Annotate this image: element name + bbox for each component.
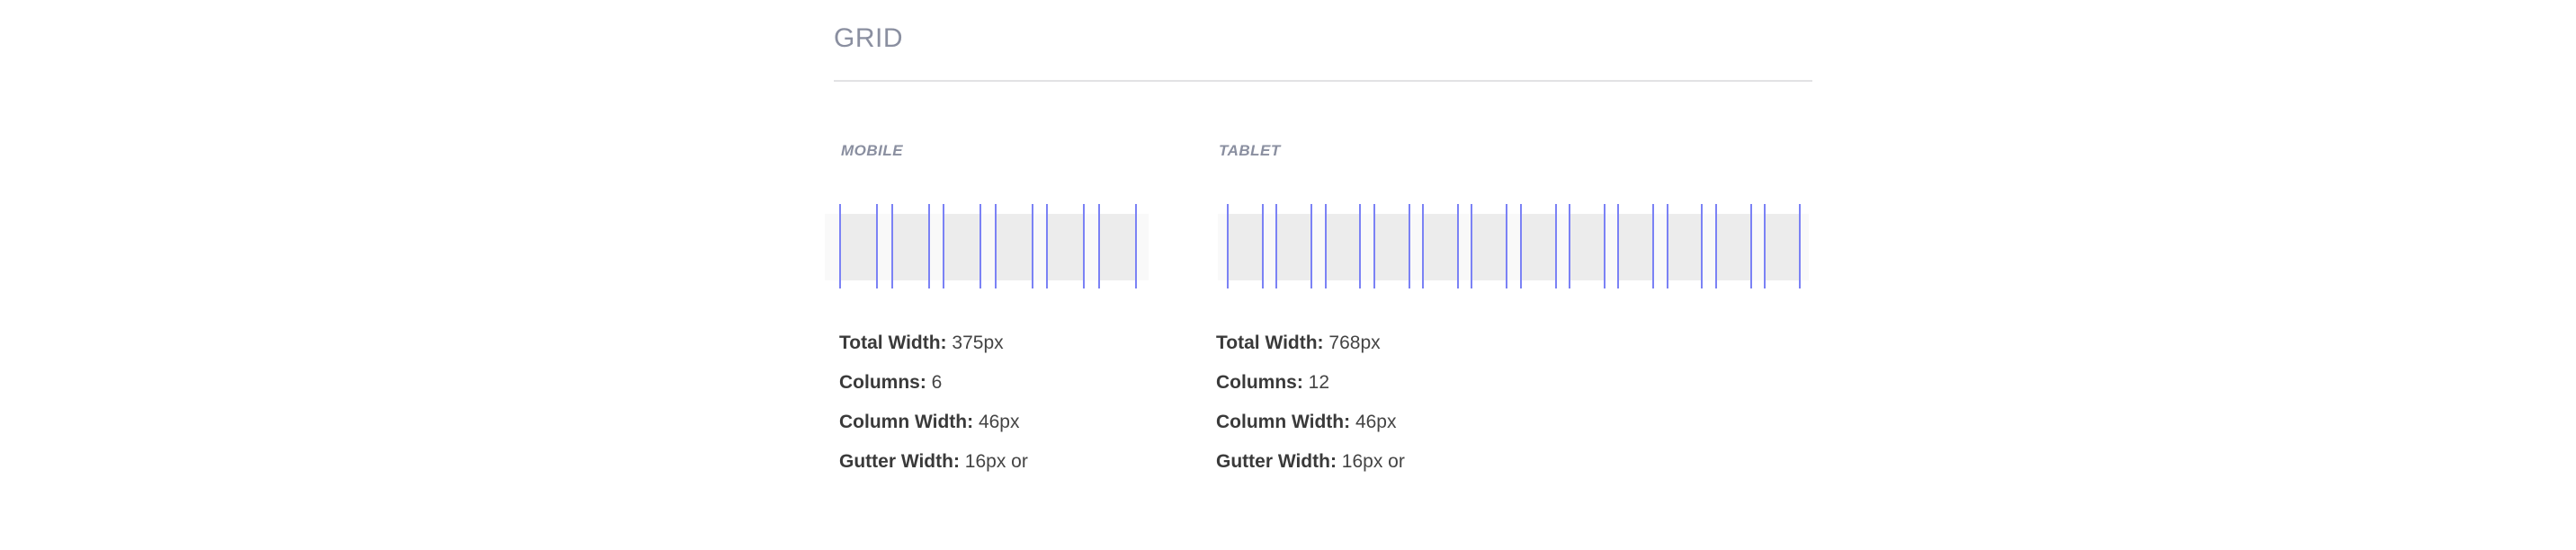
grid-column-line	[1324, 204, 1327, 288]
tablet-label: TABLET	[1219, 142, 1281, 159]
grid-column-line	[1603, 204, 1606, 288]
section-divider	[834, 80, 1812, 82]
spec-label: Columns:	[1216, 372, 1303, 393]
grid-column	[839, 214, 879, 280]
grid-column-line	[1275, 204, 1278, 288]
grid-column-line	[1031, 204, 1033, 288]
spec-label: Column Width:	[1216, 412, 1351, 432]
grid-column	[1714, 214, 1752, 280]
section-title: GRID	[834, 23, 903, 53]
grid-column	[1324, 214, 1362, 280]
grid-background	[1218, 214, 1809, 280]
spec-value: 6	[931, 372, 943, 393]
grid-column-line	[1408, 204, 1410, 288]
grid-column-line	[876, 204, 879, 288]
spec-column-width: Column Width: 46px	[1216, 410, 1405, 449]
spec-value: 46px	[1355, 412, 1397, 432]
spec-value: 16px or	[1341, 451, 1405, 472]
grid-column	[1046, 214, 1086, 280]
grid-column	[1666, 214, 1704, 280]
grid-column-line	[1310, 204, 1313, 288]
spec-columns: Columns: 12	[1216, 370, 1405, 410]
spec-total-width: Total Width: 375px	[839, 331, 1028, 370]
grid-column-line	[1764, 204, 1767, 288]
grid-column-line	[1617, 204, 1620, 288]
grid-column-line	[1569, 204, 1571, 288]
spec-value: 375px	[952, 333, 1004, 353]
grid-column-line	[1097, 204, 1100, 288]
grid-column-line	[1652, 204, 1655, 288]
grid-column-line	[1666, 204, 1668, 288]
grid-column	[1764, 214, 1801, 280]
grid-column	[1617, 214, 1655, 280]
grid-column-line	[890, 204, 893, 288]
spec-gutter-width: Gutter Width: 16px or	[1216, 449, 1405, 489]
grid-column	[1519, 214, 1557, 280]
tablet-specs: Total Width: 768px Columns: 12 Column Wi…	[1216, 331, 1405, 489]
grid-column	[1569, 214, 1606, 280]
grid-column	[1097, 214, 1137, 280]
grid-column-line	[1227, 204, 1229, 288]
grid-column	[890, 214, 930, 280]
grid-column-line	[1554, 204, 1557, 288]
grid-column	[1471, 214, 1508, 280]
grid-column-line	[1422, 204, 1425, 288]
grid-column-line	[1701, 204, 1704, 288]
grid-column-line	[1261, 204, 1264, 288]
spec-label: Total Width:	[839, 333, 947, 353]
spec-label: Gutter Width:	[1216, 451, 1337, 472]
mobile-label: MOBILE	[841, 142, 904, 159]
grid-column-line	[943, 204, 945, 288]
grid-column-line	[1471, 204, 1473, 288]
spec-columns: Columns: 6	[839, 370, 1028, 410]
tablet-grid-preview	[1218, 204, 1809, 288]
grid-column-line	[1135, 204, 1137, 288]
spec-value: 12	[1308, 372, 1330, 393]
grid-column-line	[1506, 204, 1508, 288]
grid-column-line	[839, 204, 841, 288]
grid-column	[1227, 214, 1264, 280]
grid-column-line	[1749, 204, 1752, 288]
grid-column	[943, 214, 982, 280]
spec-label: Total Width:	[1216, 333, 1324, 353]
grid-column	[1373, 214, 1410, 280]
grid-column-line	[1456, 204, 1459, 288]
spec-value: 46px	[978, 412, 1020, 432]
spec-total-width: Total Width: 768px	[1216, 331, 1405, 370]
grid-column-line	[1083, 204, 1086, 288]
grid-column-line	[1359, 204, 1362, 288]
spec-value: 768px	[1328, 333, 1381, 353]
spec-label: Columns:	[839, 372, 926, 393]
spec-label: Column Width:	[839, 412, 974, 432]
grid-column-line	[994, 204, 997, 288]
grid-column	[1422, 214, 1459, 280]
grid-column-line	[927, 204, 930, 288]
grid-column	[1275, 214, 1313, 280]
grid-column-line	[1373, 204, 1375, 288]
spec-column-width: Column Width: 46px	[839, 410, 1028, 449]
grid-background	[825, 214, 1149, 280]
spec-label: Gutter Width:	[839, 451, 960, 472]
spec-gutter-width: Gutter Width: 16px or	[839, 449, 1028, 489]
mobile-grid-preview	[825, 204, 1149, 288]
grid-column-line	[1046, 204, 1049, 288]
grid-column-line	[1519, 204, 1522, 288]
grid-column-line	[1714, 204, 1717, 288]
grid-column-line	[979, 204, 982, 288]
spec-value: 16px or	[964, 451, 1028, 472]
grid-column	[994, 214, 1033, 280]
grid-column-line	[1799, 204, 1801, 288]
mobile-specs: Total Width: 375px Columns: 6 Column Wid…	[839, 331, 1028, 489]
